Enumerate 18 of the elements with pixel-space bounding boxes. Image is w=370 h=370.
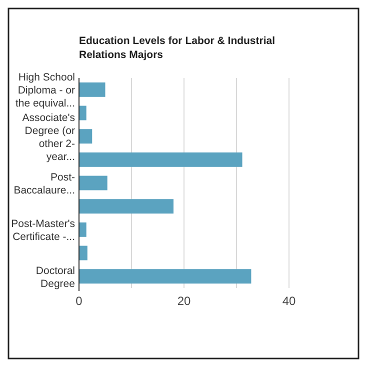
bar	[79, 246, 88, 260]
bar	[79, 82, 106, 97]
bar	[79, 222, 86, 237]
bar	[79, 106, 86, 120]
x-tick-label: 40	[282, 294, 296, 308]
bar	[79, 152, 242, 167]
y-tick-label: Post-Master's Certificate -...	[11, 218, 75, 244]
chart-title: Education Levels for Labor & Industrial Relations Majors	[79, 35, 276, 61]
y-tick-label: Doctoral Degree	[36, 264, 76, 290]
bar	[79, 176, 108, 190]
x-tick-label: 0	[76, 294, 83, 308]
y-tick-label: Post-Baccalaure...	[14, 172, 76, 196]
bar	[79, 129, 92, 144]
bar	[79, 199, 174, 214]
bar	[79, 269, 252, 284]
y-tick-label: Associate's Degree (or other 2-year...	[22, 112, 76, 163]
x-tick-label: 20	[177, 294, 191, 308]
y-tick-label: High School Diploma - or the equival...	[15, 72, 76, 110]
